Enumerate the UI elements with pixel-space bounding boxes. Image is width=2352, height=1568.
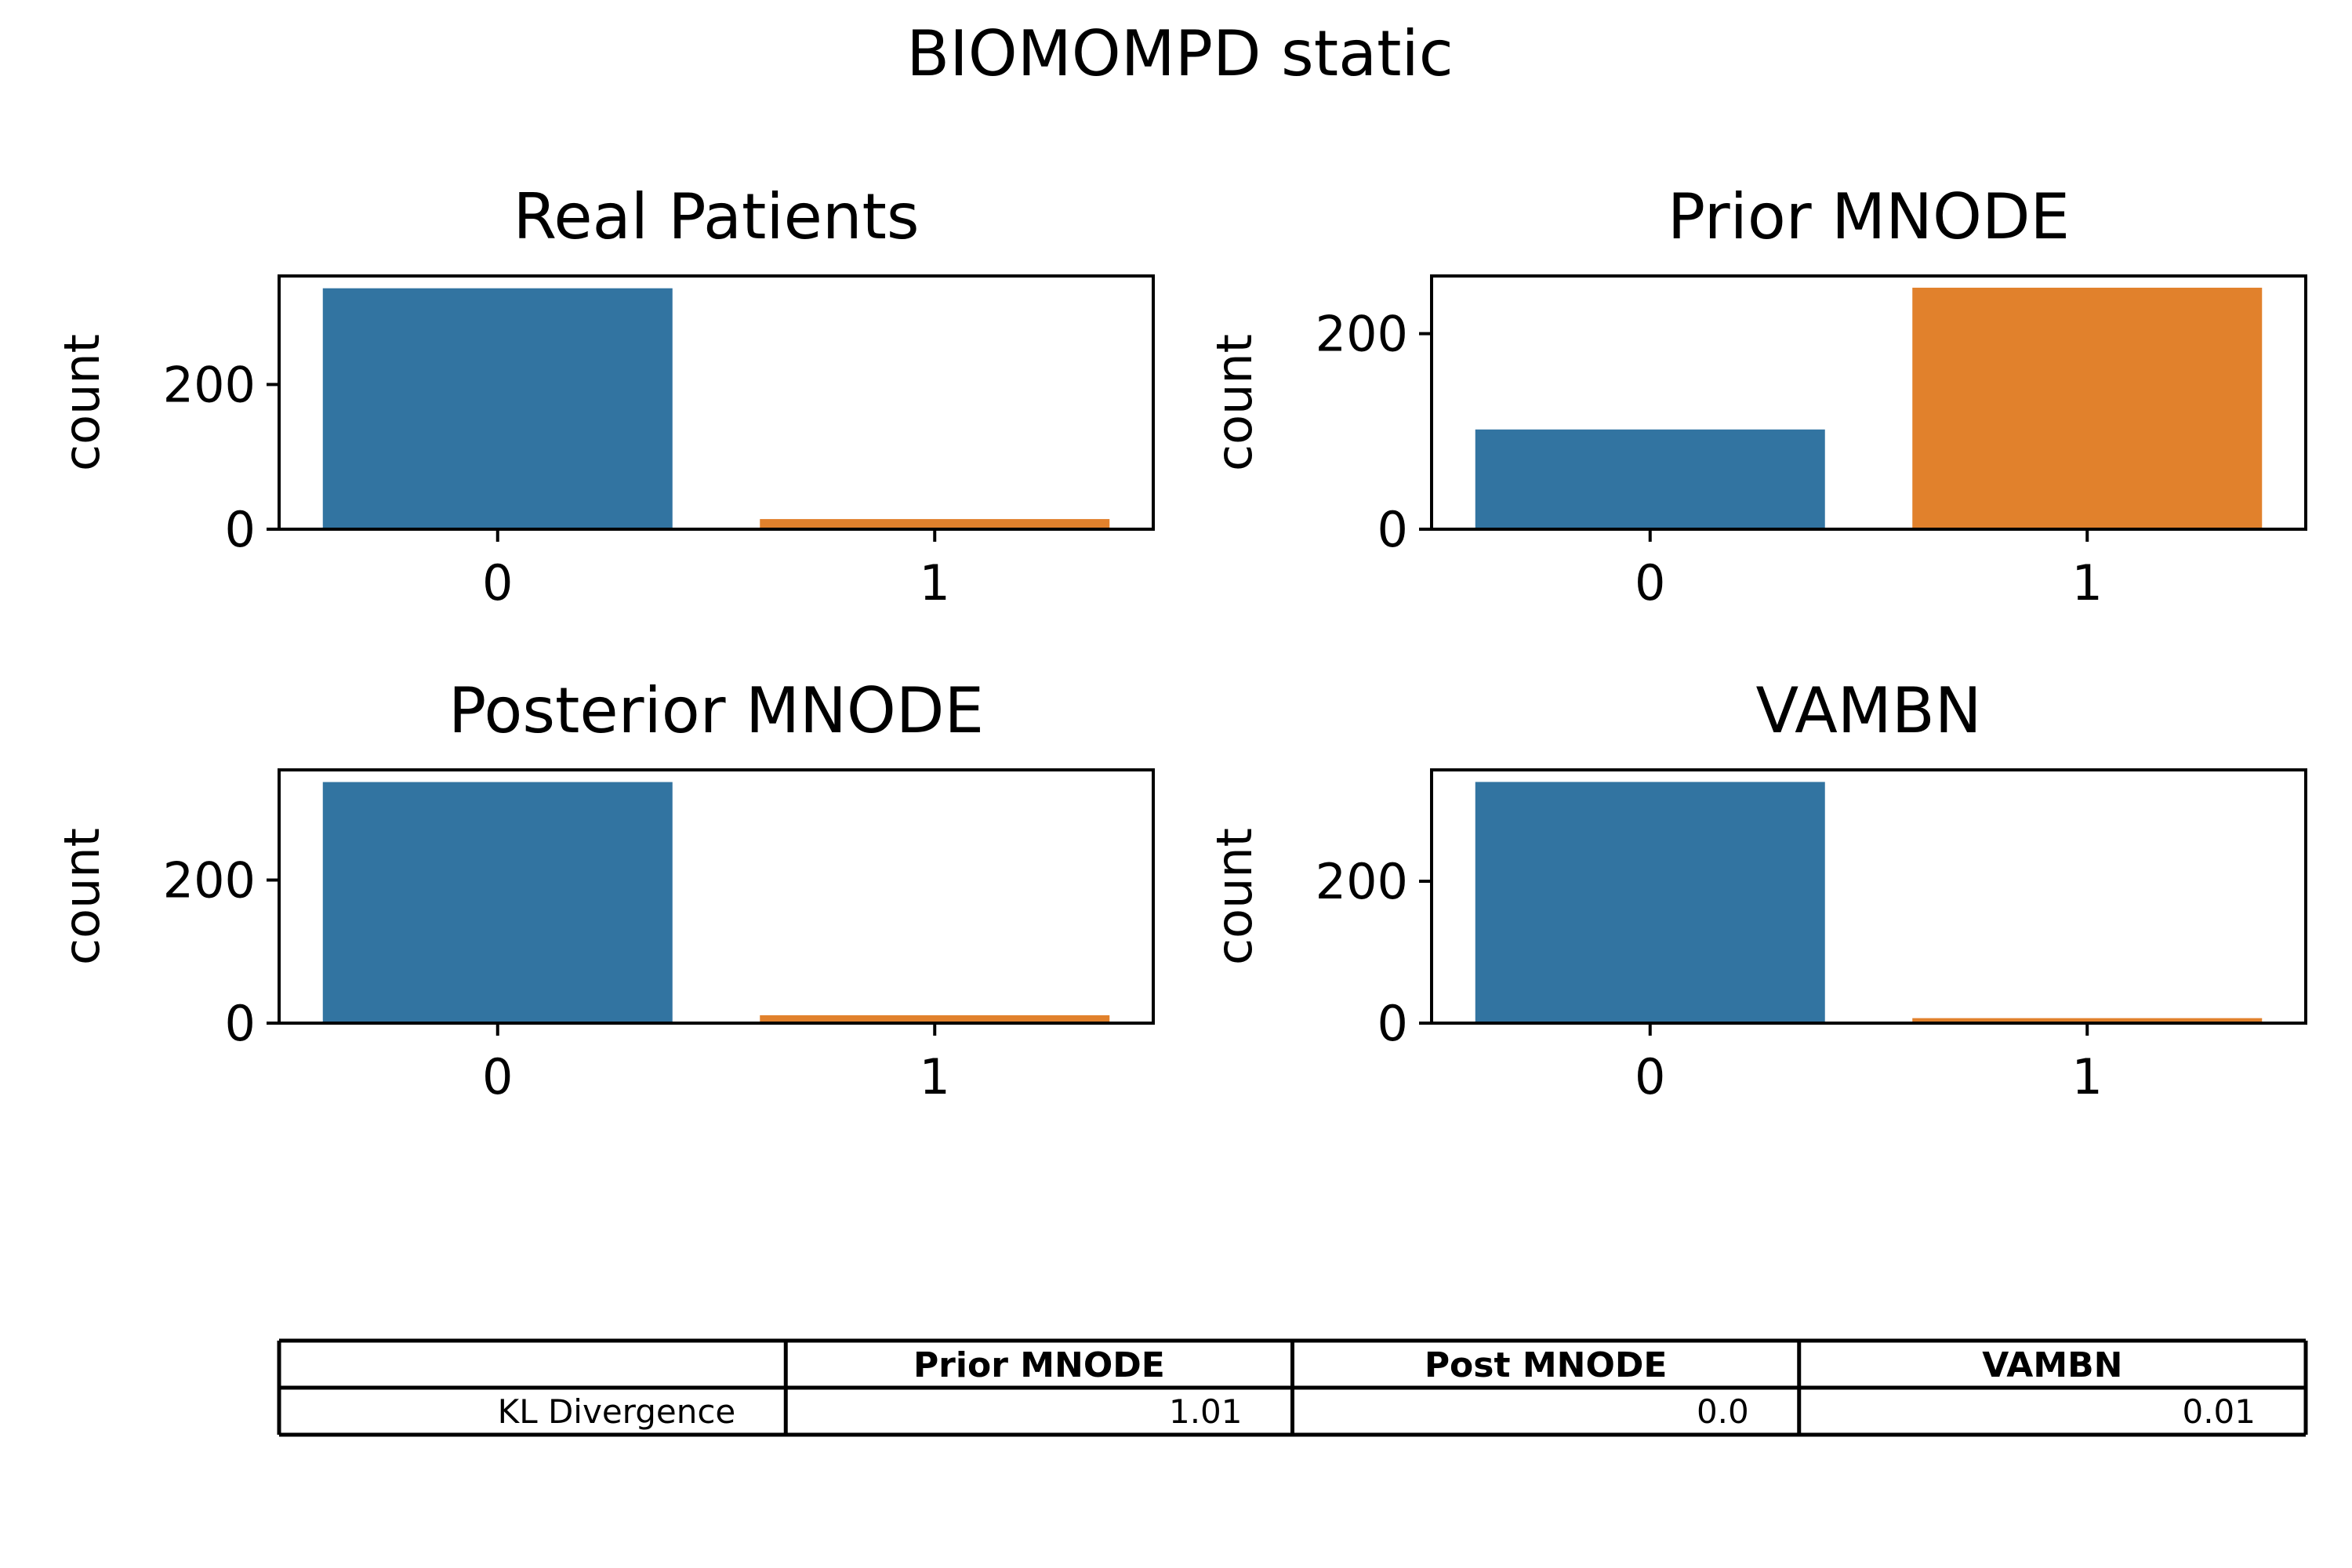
y-axis-label: count [1206,334,1263,471]
panel-posterior-mnode: Posterior MNODE 0 1 0 200 count [53,674,1155,1105]
panel-title: Real Patients [513,180,919,253]
bar-vambn-1 [1912,1018,2263,1023]
bar-posterior-mnode-1 [760,1014,1110,1023]
x-tick-label: 0 [482,554,513,612]
x-tick-label: 1 [920,554,950,612]
y-tick-label: 200 [1316,853,1408,910]
axes-frame [1430,768,2307,1025]
y-tick-label: 0 [225,995,256,1052]
panel-title: VAMBN [1755,674,1981,747]
bar-prior-mnode-1 [1912,287,2263,529]
x-tick-label: 0 [1635,1048,1665,1105]
x-tick-label: 0 [482,1048,513,1105]
panel-real-patients: Real Patients 0 1 0 200 count [53,180,1155,612]
y-axis-label: count [53,828,111,965]
table-cell: 0.0 [1697,1392,1749,1431]
y-axis-label: count [1206,828,1263,965]
table-row-label: KL Divergence [498,1392,736,1431]
x-tick-label: 1 [2072,1048,2103,1105]
panel-vambn: VAMBN 0 1 0 200 count [1206,674,2307,1105]
axes-frame [278,274,1155,531]
figure-title: BIOMOMPD static [906,17,1453,90]
bar-real-patients-1 [760,519,1110,529]
y-tick-label: 200 [163,356,256,413]
panel-title: Prior MNODE [1668,180,2070,253]
x-tick-label: 1 [2072,554,2103,612]
y-tick-label: 0 [225,501,256,558]
y-axis-label: count [53,334,111,471]
table-cell: 1.01 [1169,1392,1243,1431]
kl-divergence-table: Prior MNODE Post MNODE VAMBN KL Divergence 1… [277,1338,2308,1437]
x-tick-label: 0 [1635,554,1665,612]
table-header-cell: Prior MNODE [913,1345,1165,1385]
y-tick-label: 200 [1316,306,1408,363]
panel-title: Posterior MNODE [448,674,984,747]
axes-frame [278,768,1155,1025]
y-tick-label: 200 [163,852,256,909]
table-header-cell: Post MNODE [1425,1345,1668,1385]
axes-frame [1430,274,2307,531]
table-cell: 0.01 [2182,1392,2256,1431]
x-tick-label: 1 [920,1048,950,1105]
bar-prior-mnode-0 [1475,429,1825,529]
bar-posterior-mnode-0 [322,782,673,1023]
bar-vambn-0 [1475,782,1825,1023]
y-tick-label: 0 [1377,995,1408,1052]
bar-real-patients-0 [322,288,673,529]
y-tick-label: 0 [1377,501,1408,558]
panel-prior-mnode: Prior MNODE 0 1 0 200 count [1206,180,2307,612]
table-header-cell: VAMBN [1982,1345,2122,1385]
